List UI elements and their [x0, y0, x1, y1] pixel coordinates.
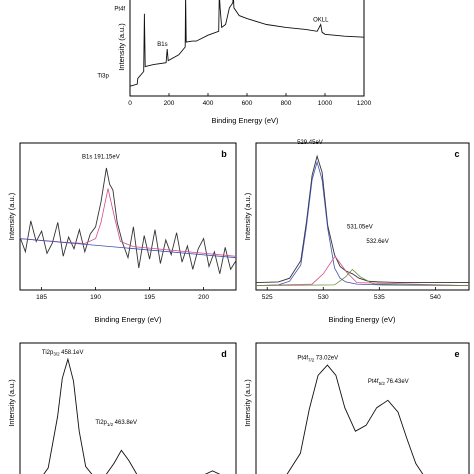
x-axis-label: Binding Energy (eV) [211, 116, 279, 125]
peak-orbital: 3/2 [53, 352, 60, 357]
y-axis-label: Intensity (a.u.) [7, 192, 16, 240]
x-tick-label: 530 [318, 294, 329, 301]
plot-frame [19, 342, 237, 474]
peak-orbital: 7/2 [308, 357, 315, 362]
plot-frame [255, 142, 470, 291]
peak-annotation: Ti2p1/2 463.8eV [95, 420, 137, 427]
x-tick-label: 195 [144, 294, 155, 301]
peak-annotation: 531.05eV [347, 224, 373, 230]
x-tick-label: 0 [128, 100, 132, 107]
peak-element: Ti2p [42, 350, 54, 356]
x-tick-label: 535 [374, 294, 385, 301]
peak-element: Ti2p [95, 420, 107, 426]
peak-annotation: B1s [157, 42, 167, 48]
peak-annotation: OKLL [313, 17, 329, 23]
x-tick-label: 200 [164, 100, 175, 107]
series-line [19, 167, 237, 274]
y-axis-label: Intensity (a.u.) [243, 192, 252, 240]
x-tick-label: 600 [242, 100, 253, 107]
x-tick-label: 525 [262, 294, 273, 301]
x-tick-label: 1200 [357, 100, 372, 107]
series-line [286, 364, 424, 474]
peak-annotation: Pt4f5/2 76.43eV [368, 379, 409, 386]
peak-element: Pt4f [368, 379, 379, 385]
series-line [255, 160, 470, 286]
peak-annotation: Ti3p [97, 73, 109, 79]
series-line [255, 255, 470, 286]
plot-frame [19, 142, 237, 291]
panel-label: b [221, 149, 227, 159]
peak-element: Pt4f [297, 356, 308, 362]
x-tick-label: 540 [430, 294, 441, 301]
peak-annotation: 529.45eV [297, 140, 323, 146]
peak-energy: 458.1eV [61, 350, 83, 356]
peak-energy: 73.02eV [316, 356, 338, 362]
plot-frame [129, 0, 365, 97]
panel-label: e [454, 349, 459, 359]
x-axis-label: Binding Energy (eV) [328, 315, 396, 324]
peak-annotation: Ti2p3/2 458.1eV [42, 350, 84, 357]
y-axis-label: Intensity (a.u.) [117, 23, 126, 71]
panel-label: c [454, 149, 459, 159]
peak-orbital: 5/2 [379, 381, 386, 386]
peak-energy: 463.8eV [115, 420, 137, 426]
x-tick-label: 190 [90, 294, 101, 301]
x-tick-label: 800 [281, 100, 292, 107]
x-tick-label: 185 [36, 294, 47, 301]
peak-annotation: Pt4f7/2 73.02eV [297, 356, 338, 363]
peak-annotation: B1s 191.15eV [82, 155, 120, 161]
x-axis-label: Binding Energy (eV) [94, 315, 162, 324]
peak-energy: 76.43eV [386, 379, 408, 385]
y-axis-label: Intensity (a.u.) [243, 379, 252, 427]
plot-frame [255, 342, 470, 474]
x-tick-label: 400 [203, 100, 214, 107]
series-line [129, 0, 365, 87]
series-line [43, 357, 221, 474]
peak-annotation: Pt4f [114, 7, 125, 13]
series-line [19, 188, 237, 257]
peak-annotation: 532.6eV [366, 239, 388, 245]
series-line [255, 154, 469, 284]
x-tick-label: 200 [198, 294, 209, 301]
x-tick-label: 1000 [318, 100, 333, 107]
panel-label: d [221, 349, 227, 359]
series-line [19, 238, 237, 259]
peak-orbital: 1/2 [107, 422, 114, 427]
y-axis-label: Intensity (a.u.) [7, 379, 16, 427]
series-line [255, 268, 470, 286]
